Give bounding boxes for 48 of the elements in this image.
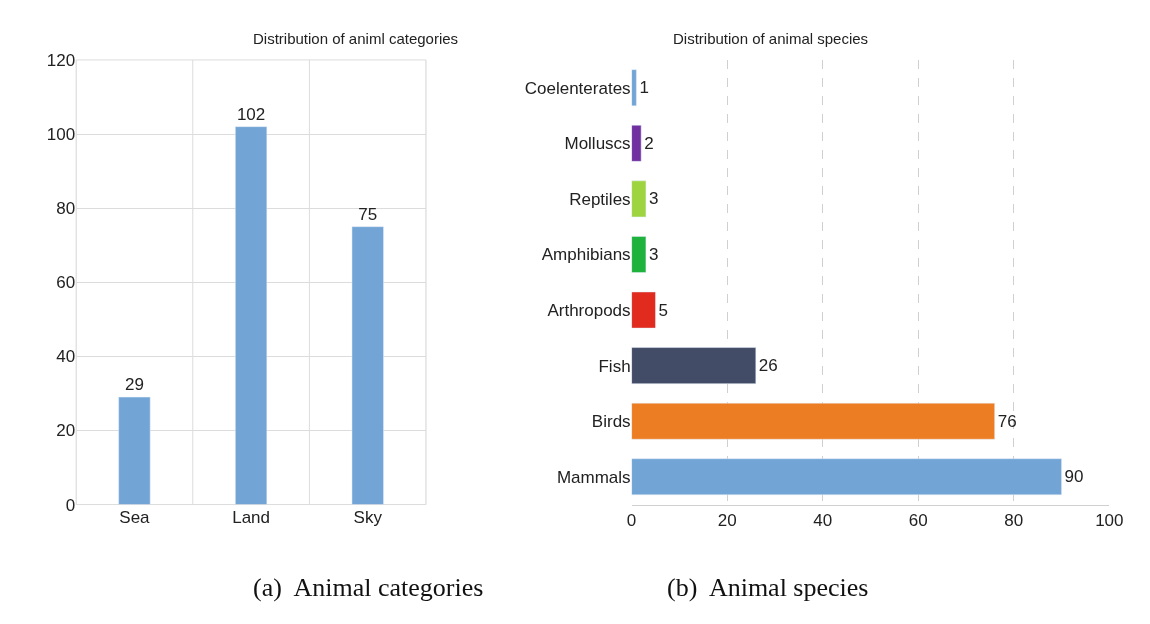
data-label: 1: [639, 78, 649, 98]
text: (a) Animal categories: [253, 573, 484, 602]
data-label: 26: [758, 356, 778, 376]
bar: [631, 458, 1062, 496]
data-label: 3: [648, 189, 659, 209]
bar: [235, 126, 268, 505]
bar: [631, 236, 647, 273]
y-tick-label: 40: [56, 347, 76, 367]
x-tick-label: Sky: [353, 507, 383, 527]
x-tick-label: Sea: [119, 507, 151, 527]
y-tick-label: Birds: [591, 412, 631, 432]
bar: [351, 226, 384, 505]
y-tick-label: 120: [46, 50, 76, 70]
text: (b) Animal species: [667, 573, 869, 602]
y-tick-label: Amphibians: [541, 245, 631, 265]
x-tick-label: 60: [908, 510, 928, 530]
y-tick-label: Coelenterates: [524, 78, 631, 98]
bar: [631, 125, 642, 162]
y-tick-label: Mammals: [556, 467, 631, 487]
x-tick-label: Land: [232, 507, 270, 527]
y-tick-label: Fish: [598, 356, 631, 376]
chart-title: Distribution of animal species: [673, 30, 869, 47]
y-tick-label: Molluscs: [564, 134, 631, 154]
y-tick-label: 100: [46, 125, 76, 144]
chart-title: Distribution of animl categories: [253, 30, 459, 47]
data-label: 75: [358, 204, 378, 224]
data-label: 76: [997, 411, 1017, 431]
y-tick-label: Arthropods: [547, 300, 631, 320]
y-tick-label: 60: [56, 273, 76, 293]
bar: [118, 396, 151, 505]
y-tick-label: 80: [56, 199, 76, 219]
y-tick-label: 20: [56, 421, 76, 441]
bar: [631, 347, 757, 384]
x-tick-label: 100: [1095, 510, 1124, 530]
data-label: 90: [1064, 467, 1084, 487]
data-label: 5: [658, 300, 668, 320]
data-label: 29: [124, 375, 144, 395]
data-label: 3: [648, 244, 659, 264]
bar: [631, 180, 647, 218]
x-tick-label: 80: [1004, 510, 1024, 530]
bar: [631, 291, 656, 329]
y-tick-label: Reptiles: [569, 189, 631, 209]
bar: [631, 69, 637, 107]
bar: [631, 402, 995, 440]
data-label: 102: [236, 104, 266, 124]
x-tick-label: 20: [717, 510, 737, 530]
data-label: 2: [644, 133, 654, 153]
x-tick-label: 40: [813, 510, 833, 530]
